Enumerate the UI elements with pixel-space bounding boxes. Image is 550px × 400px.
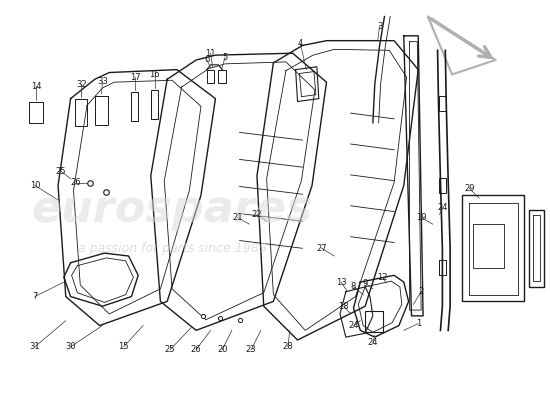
Text: 4: 4	[298, 39, 303, 48]
Text: 24: 24	[348, 321, 359, 330]
Text: eurospares: eurospares	[31, 188, 313, 231]
Bar	[29, 102, 42, 123]
Bar	[365, 311, 382, 332]
Text: 6: 6	[204, 56, 210, 64]
Bar	[438, 178, 446, 193]
Text: 19: 19	[416, 213, 426, 222]
Text: 23: 23	[246, 345, 256, 354]
Text: 31: 31	[30, 342, 40, 351]
Text: 28: 28	[283, 342, 293, 351]
Text: 25: 25	[56, 166, 66, 176]
Text: 7: 7	[32, 292, 37, 301]
Text: 5: 5	[223, 52, 228, 62]
Text: 16: 16	[149, 70, 160, 79]
Text: 22: 22	[252, 210, 262, 219]
Bar	[95, 96, 108, 125]
Text: 1: 1	[416, 319, 421, 328]
Text: 29: 29	[464, 184, 475, 193]
Text: 15: 15	[118, 342, 129, 351]
Text: 9: 9	[362, 278, 368, 288]
Bar	[438, 260, 446, 275]
Bar	[75, 99, 87, 126]
Text: 32: 32	[76, 80, 86, 89]
Text: 26: 26	[191, 345, 201, 354]
Bar	[151, 90, 157, 119]
Text: 24: 24	[437, 203, 448, 212]
Text: 10: 10	[30, 181, 40, 190]
Text: 24: 24	[367, 338, 378, 348]
Text: 20: 20	[217, 345, 228, 354]
Text: 30: 30	[65, 342, 76, 351]
Text: 26: 26	[70, 178, 81, 187]
Text: 25: 25	[165, 345, 175, 354]
Bar	[438, 96, 446, 111]
Text: 33: 33	[97, 77, 108, 86]
Bar	[207, 70, 215, 83]
Bar	[218, 70, 226, 83]
Text: 3: 3	[377, 22, 382, 31]
Text: 17: 17	[130, 73, 141, 82]
Text: 8: 8	[351, 282, 356, 292]
Text: 14: 14	[31, 82, 41, 90]
Bar	[529, 210, 544, 287]
Bar	[474, 224, 504, 268]
Text: 18: 18	[339, 302, 349, 311]
Text: a passion for parts since 1985: a passion for parts since 1985	[78, 242, 266, 255]
Text: 27: 27	[316, 244, 327, 253]
Text: 2: 2	[419, 287, 424, 296]
Text: 13: 13	[336, 278, 346, 286]
Bar	[131, 92, 138, 121]
Text: 12: 12	[377, 273, 388, 282]
Text: 11: 11	[205, 49, 216, 58]
Text: 21: 21	[233, 213, 243, 222]
